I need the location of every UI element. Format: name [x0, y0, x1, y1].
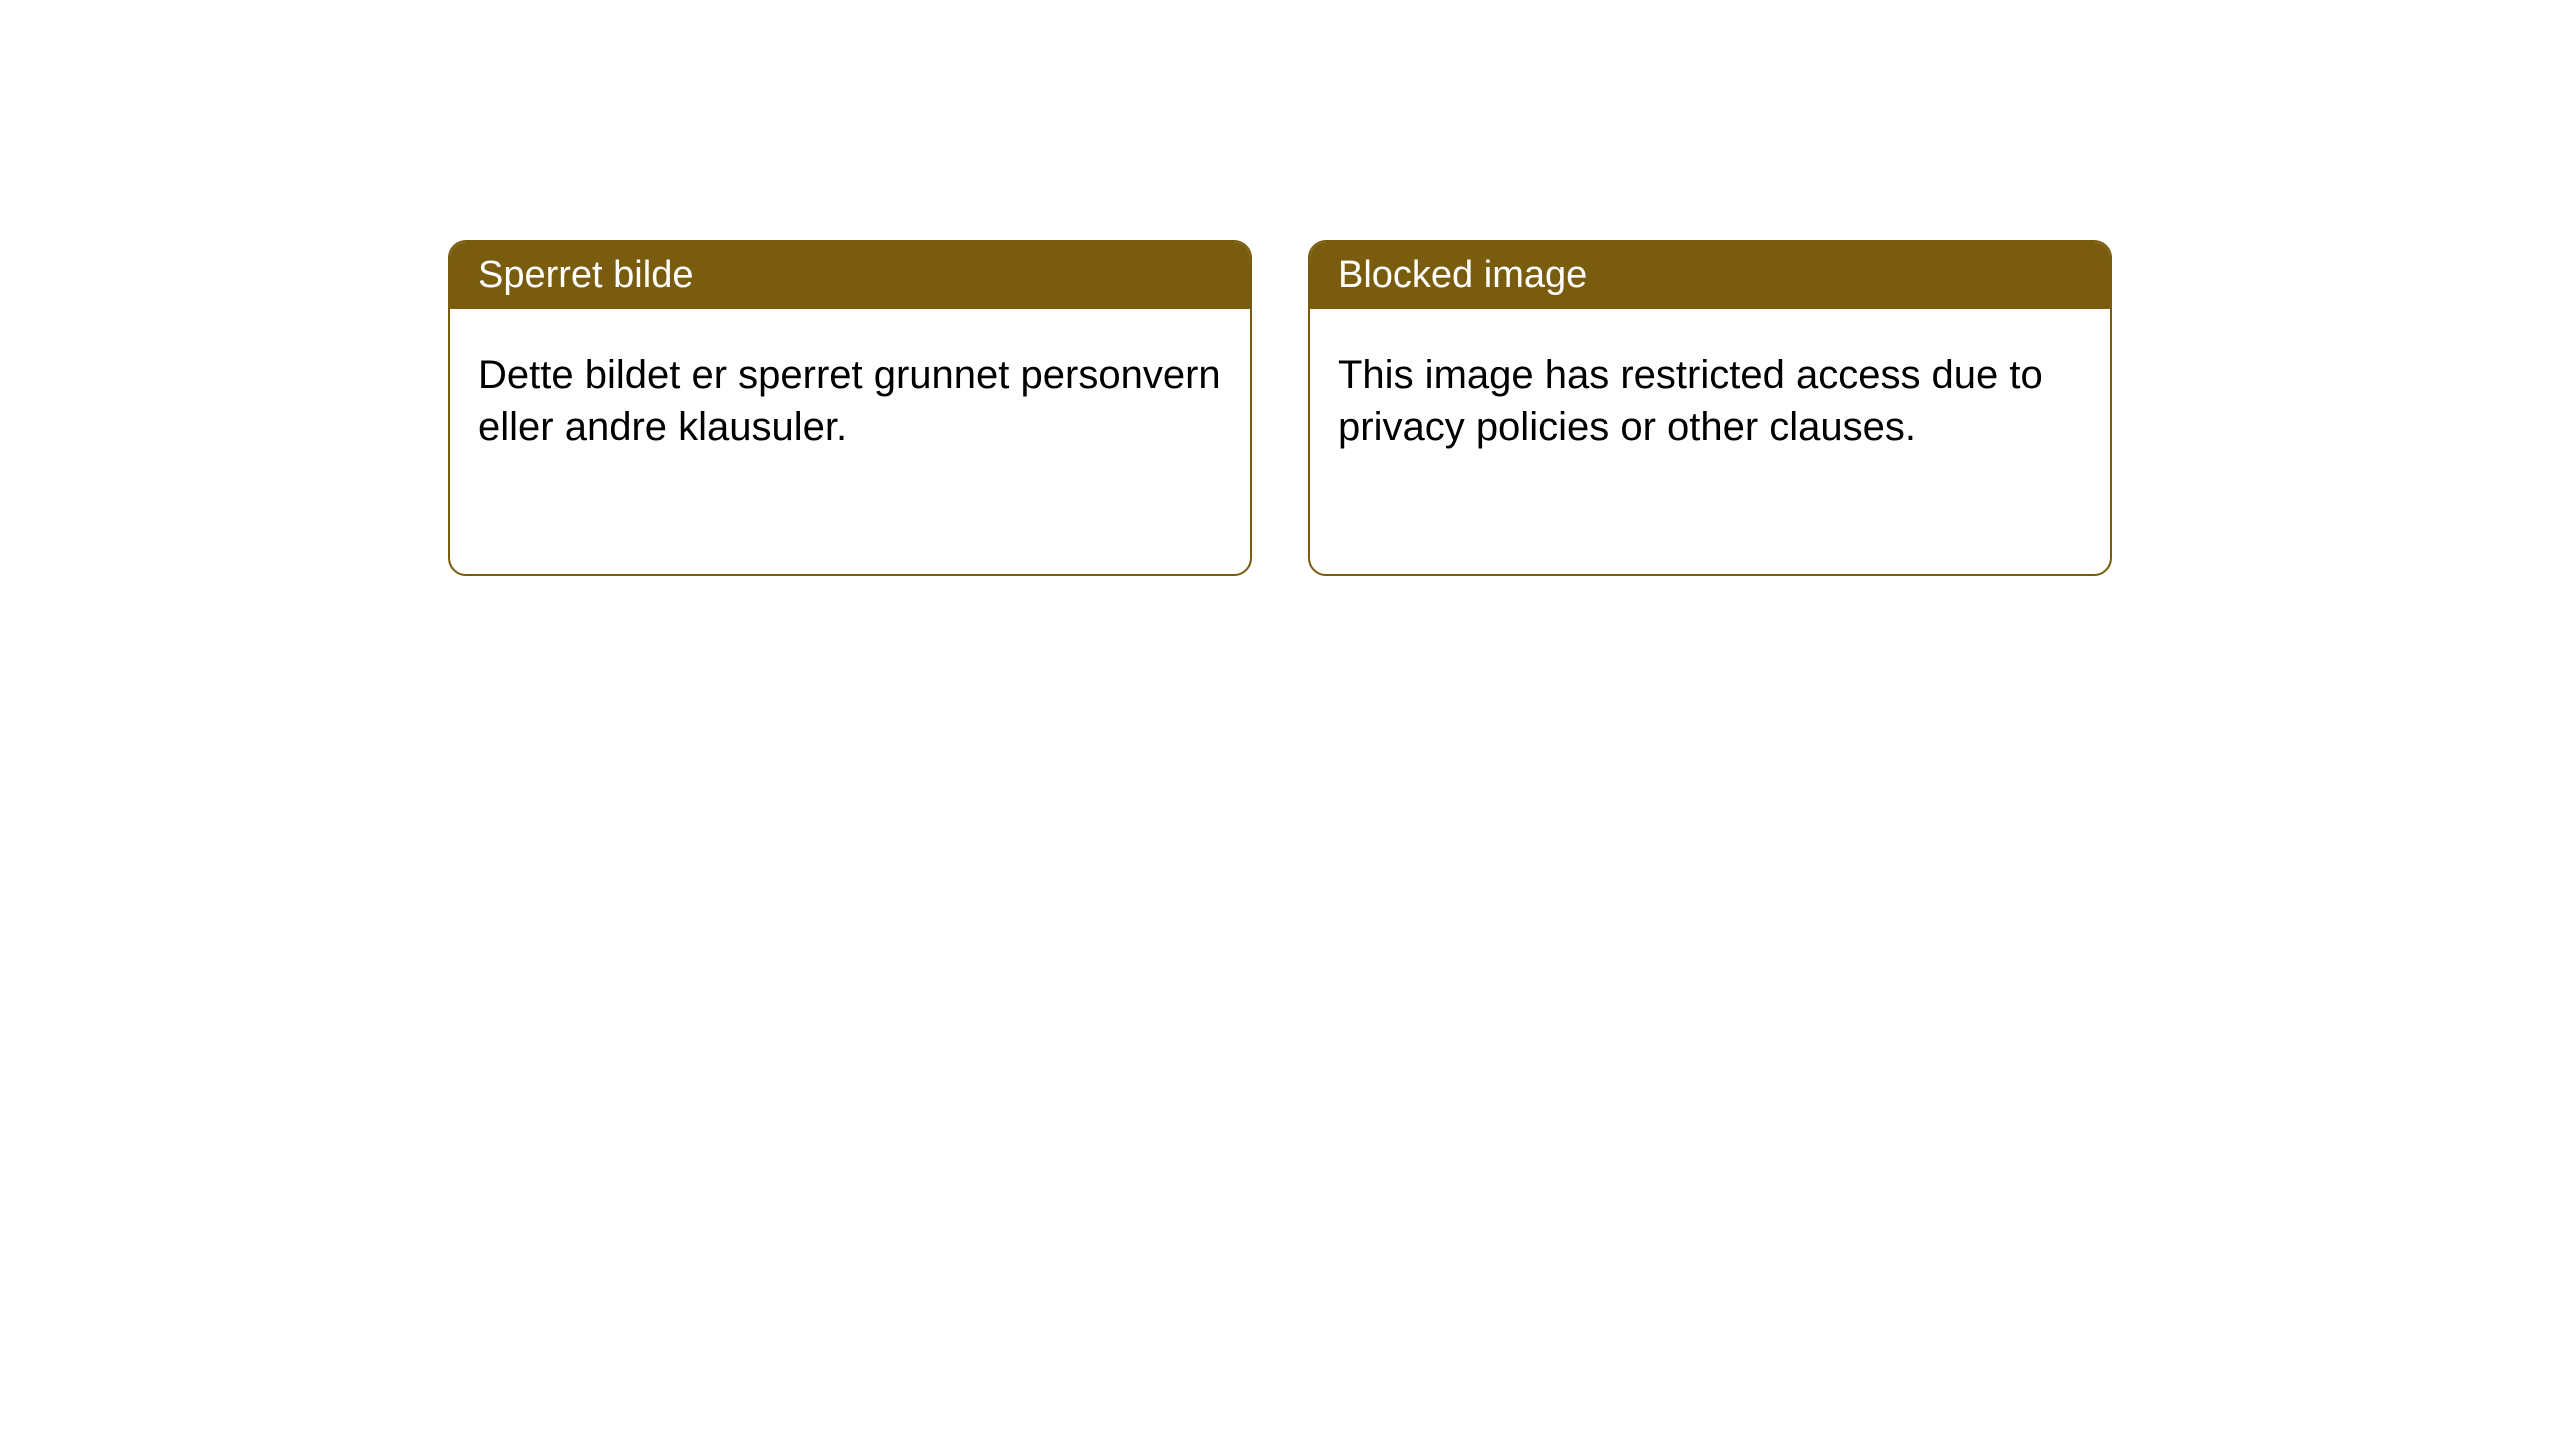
notice-container: Sperret bilde Dette bildet er sperret gr…: [0, 0, 2560, 576]
notice-header: Blocked image: [1310, 242, 2110, 309]
notice-header: Sperret bilde: [450, 242, 1250, 309]
notice-body: Dette bildet er sperret grunnet personve…: [450, 309, 1250, 493]
notice-card-norwegian: Sperret bilde Dette bildet er sperret gr…: [448, 240, 1252, 576]
notice-body: This image has restricted access due to …: [1310, 309, 2110, 493]
notice-card-english: Blocked image This image has restricted …: [1308, 240, 2112, 576]
